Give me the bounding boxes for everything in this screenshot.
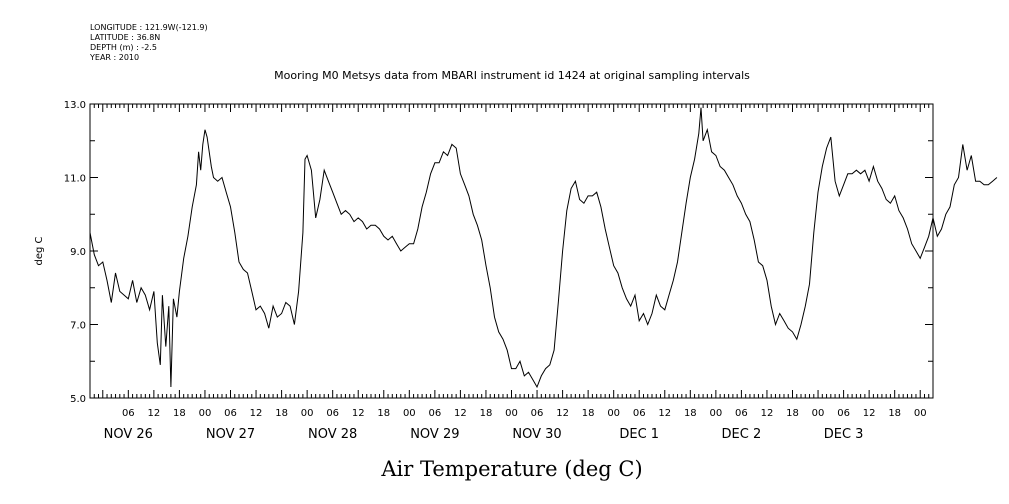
x-hour-label: 18: [173, 408, 186, 419]
y-tick-label: 13.0: [64, 100, 86, 111]
x-day-label: NOV 30: [512, 427, 561, 442]
longitude-label: LONGITUDE : 121.9W(-121.9): [90, 23, 208, 32]
x-hour-label: 00: [709, 408, 722, 419]
x-hour-label: 12: [147, 408, 160, 419]
series-line-air-temperature: [89, 107, 998, 389]
x-hour-label: 18: [786, 408, 799, 419]
depth-label: DEPTH (m) : -2.5: [90, 43, 157, 52]
x-hour-label: 18: [275, 408, 288, 419]
x-hour-label: 06: [531, 408, 544, 419]
x-hour-label: 18: [480, 408, 493, 419]
x-hour-label: 00: [607, 408, 620, 419]
x-hour-label: 00: [301, 408, 314, 419]
x-hour-label: 00: [403, 408, 416, 419]
x-hour-label: 06: [224, 408, 237, 419]
x-day-label: DEC 3: [824, 427, 864, 442]
x-hour-label: 12: [250, 408, 263, 419]
x-hour-label: 00: [914, 408, 927, 419]
x-hour-label: 06: [633, 408, 646, 419]
y-tick-label: 9.0: [70, 247, 86, 258]
x-hour-label: 18: [582, 408, 595, 419]
x-hour-label: 12: [454, 408, 467, 419]
latitude-label: LATITUDE : 36.8N: [90, 33, 160, 42]
plot-frame: [89, 103, 934, 399]
x-hour-label: 00: [812, 408, 825, 419]
x-hour-label: 18: [888, 408, 901, 419]
y-tick-label: 5.0: [70, 394, 86, 405]
x-day-label: NOV 29: [410, 427, 459, 442]
x-hour-label: 06: [837, 408, 850, 419]
x-hour-label: 06: [326, 408, 339, 419]
y-tick-label: 11.0: [64, 174, 86, 185]
x-hour-label: 06: [735, 408, 748, 419]
x-day-label: NOV 26: [104, 427, 153, 442]
x-axis: 06 12 18 00 06 12 18 00 06 12 18 00 06 12 18 00 06 12 18 00…: [89, 104, 934, 442]
y-axis: 5.0 7.0 9.0 11.0 13.0: [64, 100, 933, 405]
x-hour-label: 06: [122, 408, 135, 419]
x-day-label: NOV 28: [308, 427, 357, 442]
x-hour-label: 12: [863, 408, 876, 419]
x-hour-label: 00: [505, 408, 518, 419]
x-hour-label: 12: [352, 408, 365, 419]
x-axis-label: Air Temperature (deg C): [380, 457, 642, 481]
x-day-label: DEC 2: [722, 427, 762, 442]
chart-title: Mooring M0 Metsys data from MBARI instru…: [274, 69, 750, 82]
x-hour-label: 12: [658, 408, 671, 419]
x-hour-label: 18: [377, 408, 390, 419]
x-hour-label: 12: [761, 408, 774, 419]
x-hour-label: 00: [199, 408, 212, 419]
y-axis-label: deg C: [34, 236, 45, 265]
x-hour-label: 18: [684, 408, 697, 419]
x-hour-label: 06: [428, 408, 441, 419]
y-tick-label: 7.0: [70, 321, 86, 332]
x-day-label: DEC 1: [619, 427, 659, 442]
year-label: YEAR : 2010: [89, 53, 139, 62]
x-day-label: NOV 27: [206, 427, 255, 442]
x-hour-label: 12: [556, 408, 569, 419]
